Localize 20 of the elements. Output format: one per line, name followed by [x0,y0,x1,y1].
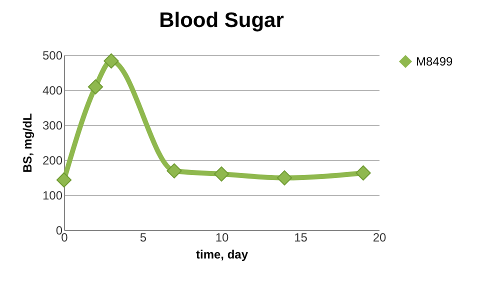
point [356,165,371,181]
x-tick-label: 5 [140,230,147,244]
point [104,53,119,69]
x-tick-label: 10 [215,230,229,244]
point [166,163,182,178]
y-tick-label: 300 [42,118,63,132]
legend-label: M8499 [416,54,454,68]
chart-title: Blood Sugar [159,9,284,32]
x-tick-label: 15 [294,230,308,244]
y-tick-label: 100 [42,188,63,202]
y-axis-title: BS, mg/dL [20,113,34,173]
y-tick-label: 500 [42,48,63,62]
y-tick-label: 400 [42,84,63,98]
point [276,170,292,186]
x-axis-title: time, day [196,248,248,262]
x-tick-label: 20 [372,230,386,244]
point [56,172,72,188]
y-tick-label: 200 [42,154,63,168]
point [214,166,230,182]
point [88,79,104,94]
